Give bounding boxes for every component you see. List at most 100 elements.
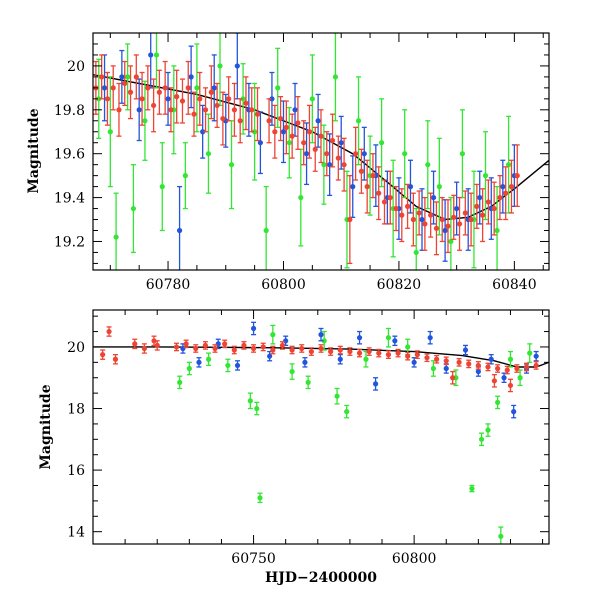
top-point bbox=[136, 78, 142, 142]
top-point bbox=[127, 65, 134, 120]
data-point-marker bbox=[361, 151, 367, 157]
data-point-marker bbox=[327, 162, 333, 168]
data-point-marker bbox=[404, 203, 411, 209]
data-point-marker bbox=[422, 221, 428, 227]
data-point-marker bbox=[410, 216, 416, 223]
data-point-marker bbox=[295, 120, 301, 126]
top-point bbox=[99, 54, 105, 100]
data-point-marker bbox=[139, 96, 145, 102]
bottom-point bbox=[225, 358, 231, 373]
top-point bbox=[324, 131, 330, 177]
data-point-marker bbox=[112, 356, 119, 362]
bottom-point bbox=[478, 432, 485, 447]
y-tick-label: 19.8 bbox=[54, 103, 85, 119]
bottom-point bbox=[132, 338, 138, 350]
top-point bbox=[214, 82, 220, 129]
data-point-marker bbox=[495, 365, 501, 372]
top-point bbox=[350, 155, 356, 218]
top-point bbox=[107, 76, 113, 188]
top-point bbox=[430, 170, 437, 225]
top-point bbox=[269, 71, 275, 126]
bottom-point bbox=[485, 423, 491, 437]
top-point bbox=[202, 87, 209, 133]
top-point bbox=[188, 45, 194, 109]
data-point-marker bbox=[450, 375, 456, 381]
bottom-point bbox=[488, 353, 494, 365]
bottom-data-points bbox=[100, 321, 539, 544]
data-point-marker bbox=[231, 107, 238, 113]
top-point bbox=[454, 181, 460, 236]
top-point bbox=[459, 109, 466, 199]
data-point-marker bbox=[511, 409, 517, 415]
bottom-point bbox=[504, 365, 510, 375]
top-point bbox=[462, 190, 468, 236]
top-point bbox=[306, 104, 313, 159]
data-point-marker bbox=[504, 367, 510, 373]
top-point bbox=[410, 192, 416, 247]
data-point-marker bbox=[533, 353, 539, 359]
data-point-marker bbox=[355, 118, 362, 124]
top-point bbox=[142, 80, 148, 161]
data-point-marker bbox=[312, 146, 318, 152]
top-point bbox=[442, 199, 448, 262]
top-point bbox=[436, 137, 442, 236]
top-point bbox=[477, 170, 483, 225]
bottom-point bbox=[462, 344, 469, 356]
data-point-marker bbox=[148, 52, 154, 58]
top-point bbox=[347, 174, 353, 265]
data-point-marker bbox=[107, 129, 113, 135]
bottom-point bbox=[260, 342, 266, 352]
data-point-marker bbox=[424, 355, 430, 361]
data-point-marker bbox=[402, 151, 408, 157]
data-point-marker bbox=[436, 184, 442, 190]
top-point bbox=[272, 104, 278, 159]
data-point-marker bbox=[523, 364, 530, 370]
bottom-model-curve-group bbox=[93, 346, 549, 368]
top-point bbox=[243, 76, 249, 131]
data-point-marker bbox=[211, 85, 217, 91]
data-point-marker bbox=[280, 129, 287, 135]
data-point-marker bbox=[279, 342, 286, 349]
bottom-point bbox=[193, 344, 199, 353]
data-point-marker bbox=[505, 162, 512, 168]
top-point bbox=[393, 185, 399, 232]
data-point-marker bbox=[215, 341, 221, 347]
data-point-marker bbox=[154, 342, 160, 349]
data-point-marker bbox=[337, 356, 343, 362]
top-point bbox=[321, 124, 327, 205]
data-point-marker bbox=[533, 362, 539, 369]
data-point-marker bbox=[324, 151, 330, 157]
bottom-point bbox=[533, 350, 539, 362]
top-point bbox=[508, 159, 515, 214]
top-point bbox=[197, 71, 203, 126]
data-point-marker bbox=[428, 212, 434, 218]
data-point-marker bbox=[283, 338, 289, 344]
top-point bbox=[228, 120, 235, 210]
top-point bbox=[237, 98, 243, 144]
data-point-marker bbox=[474, 203, 480, 209]
bottom-point bbox=[305, 375, 311, 390]
data-point-marker bbox=[257, 495, 263, 501]
data-point-marker bbox=[113, 234, 119, 240]
data-point-marker bbox=[202, 107, 209, 113]
data-point-marker bbox=[381, 199, 388, 205]
data-point-marker bbox=[250, 325, 257, 332]
bottom-point bbox=[308, 347, 314, 356]
data-point-marker bbox=[206, 356, 212, 362]
bottom-point bbox=[270, 345, 276, 355]
data-point-marker bbox=[363, 356, 369, 362]
top-point bbox=[133, 54, 139, 100]
bottom-point bbox=[328, 347, 334, 356]
bottom-point bbox=[443, 363, 449, 374]
data-point-marker bbox=[514, 365, 520, 372]
data-point-marker bbox=[341, 162, 347, 168]
bottom-point bbox=[183, 339, 189, 349]
bottom-series-0 bbox=[177, 324, 533, 544]
data-point-marker bbox=[442, 227, 448, 234]
data-point-marker bbox=[260, 344, 266, 350]
bottom-point bbox=[414, 350, 420, 359]
bottom-point bbox=[395, 348, 401, 358]
data-point-marker bbox=[266, 118, 272, 124]
data-point-marker bbox=[191, 111, 197, 117]
